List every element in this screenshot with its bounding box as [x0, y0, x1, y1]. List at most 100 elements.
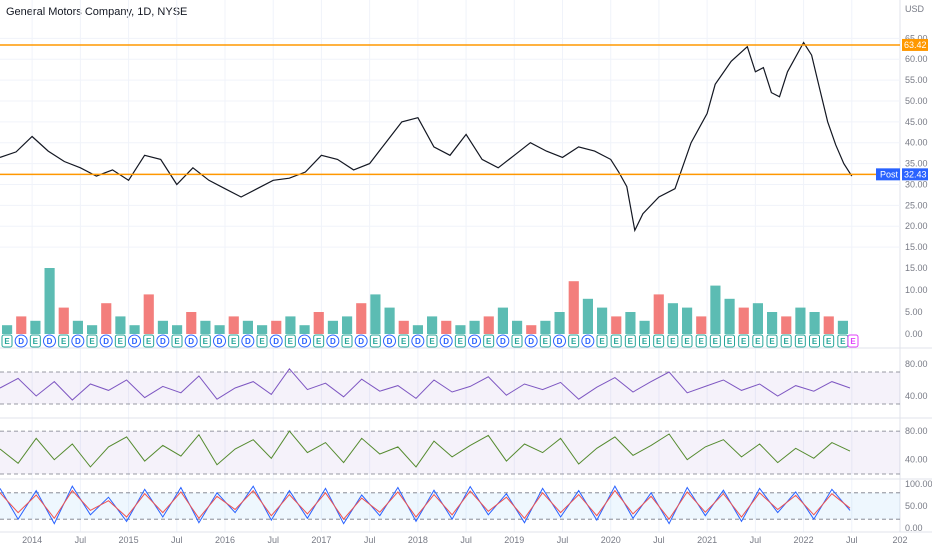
earnings-badge [794, 334, 806, 348]
volume-bar [469, 320, 480, 334]
earnings-badge [171, 334, 183, 348]
badge-label: E [670, 337, 676, 346]
post-tag-label: Post [880, 169, 899, 179]
volume-bar [228, 316, 239, 334]
badge-label: E [698, 337, 704, 346]
badge-label: E [571, 337, 577, 346]
earnings-badge [752, 334, 764, 348]
volume-bar [44, 268, 55, 334]
badge-label: E [401, 337, 407, 346]
volume-bar [342, 316, 353, 334]
level-tag-label: 63.42 [904, 40, 927, 50]
last-price-tag [902, 168, 928, 181]
earnings-badge [596, 334, 608, 348]
y-tick-label: 10.00 [905, 285, 928, 295]
volume-bar [554, 312, 565, 334]
y-tick-label: 50.00 [905, 96, 928, 106]
y-tick-label: 40.00 [905, 391, 928, 401]
dividend-badge [439, 334, 453, 348]
x-tick-label: 202 [892, 535, 907, 545]
badge-label: E [783, 337, 789, 346]
x-tick-label: 2020 [601, 535, 621, 545]
volume-bar [214, 325, 225, 334]
dividend-badge [71, 334, 85, 348]
badge-label: E [656, 337, 662, 346]
y-tick-label: 80.00 [905, 359, 928, 369]
badge-label: D [443, 337, 449, 346]
y-tick-label: 0.00 [905, 329, 923, 339]
earnings-badge [709, 334, 721, 348]
volume-bar [412, 325, 423, 334]
badge-label: E [613, 337, 619, 346]
volume-bar [540, 320, 551, 334]
x-tick-label: Jul [267, 535, 279, 545]
y-tick-label: 80.00 [905, 426, 928, 436]
volume-bar [767, 312, 778, 334]
earnings-badge [58, 334, 70, 348]
volume-bar [200, 320, 211, 334]
y-tick-label: 15.00 [905, 263, 928, 273]
badge-label: D [330, 337, 336, 346]
y-tick-label: 25.00 [905, 200, 928, 210]
level-tag [902, 38, 928, 51]
x-tick-label: Jul [364, 535, 376, 545]
badge-label: E [798, 337, 804, 346]
earnings-badge [199, 334, 211, 348]
last-price-label: 32.43 [904, 169, 927, 179]
dividend-badge [383, 334, 396, 348]
x-tick-label: Jul [653, 535, 665, 545]
badge-label: E [146, 337, 152, 346]
volume-bar [597, 307, 608, 334]
volume-bar [299, 325, 310, 334]
future-earnings-label: E [850, 337, 856, 346]
volume-bar [696, 316, 707, 334]
dividend-badge [298, 334, 311, 348]
volume-bar [129, 325, 140, 334]
badge-label: E [61, 337, 67, 346]
y-tick-label: 100.00 [905, 479, 932, 489]
badge-label: E [599, 337, 605, 346]
earnings-badge [426, 334, 438, 348]
volume-bar [823, 316, 834, 334]
oscillator-2-band [0, 431, 900, 474]
badge-label: E [316, 337, 322, 346]
badge-label: E [741, 337, 747, 346]
badge-label: E [203, 337, 209, 346]
badge-label: E [727, 337, 733, 346]
volume-bar [257, 325, 268, 334]
badge-label: D [273, 337, 279, 346]
badge-label: E [33, 337, 39, 346]
earnings-badge [780, 334, 792, 348]
badge-label: E [118, 337, 124, 346]
badge-label: D [103, 337, 109, 346]
y-tick-label: 5.00 [905, 307, 923, 317]
volume-bar [313, 312, 324, 334]
volume-bar [143, 294, 154, 334]
earnings-badge [398, 334, 410, 348]
badge-label: D [47, 337, 53, 346]
oscillator-1-band [0, 372, 900, 404]
badge-label: D [217, 337, 223, 346]
oscillator-2-line [0, 430, 851, 468]
earnings-badge [681, 334, 693, 348]
volume-bar [611, 316, 622, 334]
earnings-badge [86, 334, 98, 348]
volume-bar [724, 298, 735, 334]
earnings-badge [653, 334, 665, 348]
earnings-badge [766, 334, 778, 348]
x-tick-label: 2015 [119, 535, 139, 545]
badge-label: D [415, 337, 421, 346]
badge-label: E [429, 337, 435, 346]
volume-bar [87, 325, 98, 334]
volume-bar [115, 316, 126, 334]
earnings-badge [624, 334, 636, 348]
earnings-badge [511, 334, 523, 348]
badge-label: E [769, 337, 775, 346]
dividend-badge [326, 334, 340, 348]
volume-bar [384, 307, 395, 334]
volume-bar [752, 303, 763, 334]
volume-bar [356, 303, 367, 334]
volume-bar [667, 303, 678, 334]
badge-label: E [812, 337, 818, 346]
